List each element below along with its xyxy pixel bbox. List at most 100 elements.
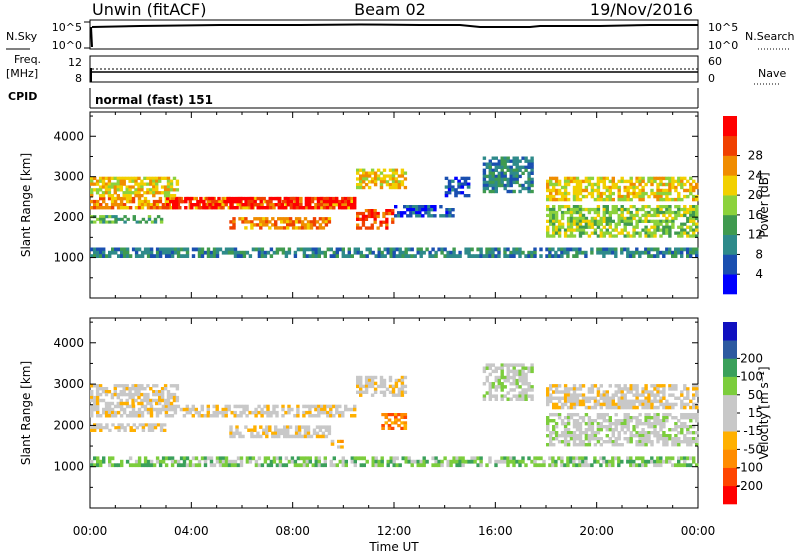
data-cell — [141, 428, 146, 432]
data-cell — [221, 196, 225, 201]
data-cell — [419, 463, 423, 468]
data-cell — [635, 405, 639, 410]
data-cell — [111, 247, 115, 252]
data-cell — [224, 456, 229, 461]
data-cell — [644, 231, 648, 235]
data-cell — [638, 463, 642, 468]
data-cell — [641, 428, 645, 432]
data-cell — [641, 405, 645, 410]
data-cell — [689, 234, 693, 238]
data-cell — [315, 226, 320, 230]
data-cell — [692, 185, 696, 190]
data-cell — [131, 401, 135, 406]
data-band — [330, 439, 344, 449]
data-cell — [394, 384, 399, 389]
data-cell — [391, 177, 396, 181]
data-cell — [380, 459, 384, 464]
data-cell — [485, 366, 489, 370]
data-cell — [337, 203, 342, 207]
data-cell — [152, 176, 156, 180]
data-cell — [587, 182, 592, 187]
data-cell — [491, 174, 495, 179]
data-cell — [332, 414, 336, 418]
data-cell — [320, 206, 324, 210]
data-cell — [549, 197, 553, 202]
data-cell — [572, 205, 577, 209]
data-cell — [656, 419, 660, 423]
data-cell — [518, 189, 522, 194]
data-cell — [578, 231, 583, 235]
colorbar-tick-label: 200 — [740, 351, 763, 365]
data-cell — [647, 219, 651, 223]
data-cell — [271, 434, 275, 439]
data-cell — [379, 220, 383, 224]
data-cell — [596, 225, 601, 229]
data-cell — [632, 250, 636, 255]
data-cell — [155, 456, 160, 461]
data-cell — [552, 207, 556, 212]
data-cell — [323, 250, 327, 255]
data-cell — [518, 363, 522, 367]
data-cell — [123, 428, 127, 432]
data-cell — [653, 431, 657, 435]
data-cell — [286, 428, 290, 432]
data-cell — [175, 395, 180, 400]
data-cell — [385, 220, 389, 224]
data-cell — [239, 459, 244, 464]
data-cell — [155, 185, 159, 189]
data-cell — [482, 189, 487, 194]
data-cell — [299, 203, 303, 207]
data-cell — [668, 197, 672, 202]
data-cell — [390, 413, 395, 417]
data-cell — [200, 250, 205, 255]
data-cell — [659, 205, 663, 209]
data-cell — [581, 463, 585, 468]
data-cell — [140, 414, 145, 418]
data-cell — [485, 162, 489, 166]
data-cell — [605, 440, 609, 444]
data-cell — [464, 459, 468, 464]
data-cell — [259, 196, 263, 201]
data-cell — [692, 437, 696, 441]
data-cell — [99, 206, 103, 210]
data-cell — [96, 254, 100, 258]
data-cell — [617, 194, 621, 199]
data-cell — [451, 214, 455, 218]
data-cell — [326, 404, 330, 409]
data-cell — [674, 422, 678, 426]
data-cell — [626, 456, 630, 461]
data-cell — [546, 390, 550, 394]
data-cell — [650, 431, 654, 435]
data-cell — [662, 197, 666, 202]
data-cell — [695, 393, 699, 397]
data-cell — [382, 393, 387, 397]
data-cell — [125, 206, 130, 210]
data-cell — [653, 191, 657, 196]
data-cell — [491, 171, 495, 175]
data-cell — [410, 459, 414, 464]
data-cell — [140, 185, 144, 189]
data-cell — [286, 425, 290, 429]
data-cell — [229, 220, 233, 224]
data-cell — [170, 250, 175, 255]
data-cell — [144, 220, 149, 224]
data-cell — [317, 456, 321, 461]
data-cell — [356, 250, 360, 255]
data-cell — [131, 247, 136, 252]
data-cell — [563, 185, 568, 190]
data-cell — [569, 228, 574, 232]
data-cell — [370, 393, 375, 397]
data-cell — [394, 415, 398, 419]
data-cell — [560, 205, 565, 209]
data-cell — [407, 456, 411, 461]
data-cell — [527, 180, 531, 185]
data-cell — [578, 463, 582, 468]
data-cell — [665, 231, 669, 235]
data-cell — [230, 463, 235, 468]
data-cell — [506, 375, 510, 380]
data-cell — [391, 168, 396, 172]
data-cell — [131, 179, 135, 183]
data-cell — [266, 463, 271, 468]
data-cell — [593, 216, 598, 221]
data-cell — [260, 247, 265, 252]
